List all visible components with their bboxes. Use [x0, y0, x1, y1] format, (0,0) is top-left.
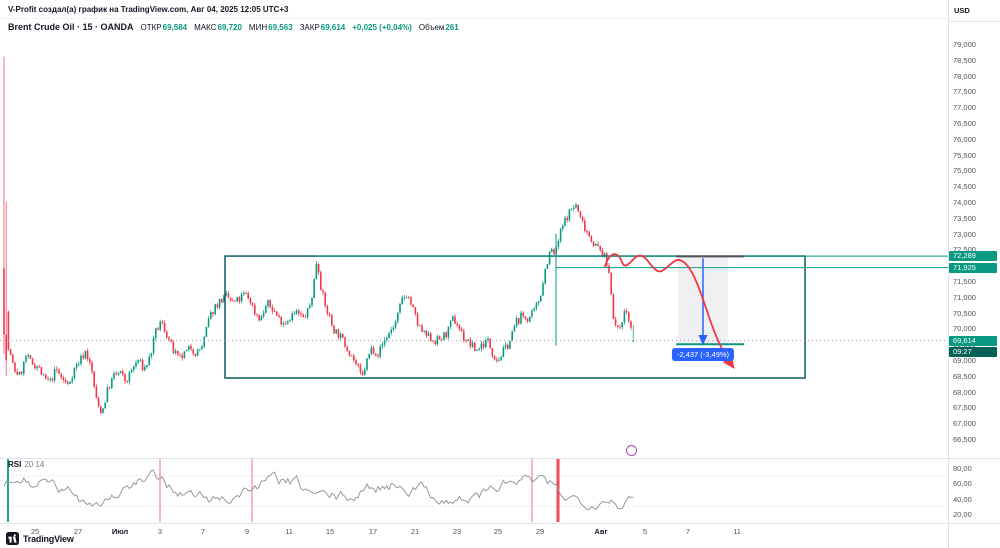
time-tick: 27 — [73, 527, 83, 536]
time-tick: 11 — [733, 527, 741, 536]
tradingview-logomark — [6, 532, 19, 545]
candlestick-series — [3, 56, 634, 415]
price-label-level-1: 72,289 — [949, 251, 997, 262]
time-tick: 9 — [244, 527, 250, 536]
axis-top-separator — [948, 21, 1000, 22]
time-tick: 5 — [642, 527, 648, 536]
price-tick: 75,000 — [953, 166, 976, 176]
ohlc-high: МАКС 69,720 — [194, 22, 242, 32]
time-tick: 17 — [368, 527, 378, 536]
price-tick: 68,500 — [953, 371, 976, 381]
volume-field: Объем 261 — [419, 23, 459, 32]
current-price-label: 69,614 — [949, 335, 997, 346]
attribution-bar: V-Profit создал(а) график на TradingView… — [0, 0, 948, 19]
attribution-text: V-Profit создал(а) график на TradingView… — [8, 4, 289, 14]
ohlc-open: ОТКР 69,584 — [140, 22, 188, 32]
currency-label[interactable]: USD — [954, 6, 970, 15]
price-tick: 69,000 — [953, 356, 976, 365]
chart-drawings[interactable] — [0, 233, 948, 379]
time-tick: 7 — [200, 527, 206, 536]
ohlc-low: МИН 69,563 — [248, 22, 293, 32]
volume-label: Объем — [418, 22, 445, 32]
idea-marker[interactable] — [626, 445, 637, 456]
price-label-level-2: 71,925 — [949, 262, 997, 273]
price-tick: 71,000 — [953, 292, 976, 302]
price-range-measure-label[interactable]: -2,437 (-3,49%) — [671, 348, 735, 362]
time-tick: Июл — [111, 527, 129, 536]
time-tick: 7 — [685, 527, 691, 536]
tradingview-logo[interactable]: TradingView — [6, 532, 74, 545]
time-tick: 25 — [30, 527, 40, 536]
time-tick: 15 — [325, 527, 335, 536]
pane-separator[interactable] — [0, 458, 1000, 459]
price-tick: 70,500 — [953, 308, 976, 318]
price-tick: 73,000 — [953, 229, 976, 239]
price-tick: 76,000 — [953, 134, 976, 144]
time-tick: 21 — [410, 527, 420, 536]
rsi-tick: 20,00 — [953, 510, 972, 519]
price-tick: 67,000 — [953, 419, 976, 429]
price-tick: 72,500 — [953, 245, 976, 255]
time-tick: 11 — [285, 527, 293, 536]
rsi-tick: 80,00 — [953, 464, 972, 473]
price-axis-border — [948, 0, 949, 548]
price-tick: 74,000 — [953, 198, 976, 207]
ohlc-close: ЗАКР 69,614 — [299, 22, 346, 32]
price-tick: 75,500 — [953, 150, 976, 160]
rsi-indicator-title[interactable]: RSI 20 14 — [8, 460, 44, 469]
rsi-tick: 60,00 — [953, 479, 972, 489]
price-tick: 74,500 — [953, 182, 976, 192]
price-tick: 79,000 — [953, 40, 976, 49]
volume-value: 261 — [445, 22, 459, 32]
rsi-params: 20 14 — [24, 460, 45, 469]
time-tick: Авг — [594, 527, 608, 536]
change-value: +0,025 (+0,04%) — [352, 22, 412, 32]
price-tick: 76,500 — [953, 119, 976, 128]
time-axis-separator — [0, 523, 1000, 524]
tradingview-logo-text: TradingView — [23, 533, 74, 544]
price-tick: 78,500 — [953, 55, 976, 65]
price-tick: 70,000 — [953, 324, 976, 334]
rsi-tick: 40,00 — [953, 494, 972, 504]
price-tick: 78,000 — [953, 71, 976, 81]
price-tick: 73,500 — [953, 213, 976, 223]
time-tick: 29 — [535, 527, 545, 536]
time-tick: 23 — [452, 527, 462, 536]
bar-countdown-label: 09:27 — [949, 346, 997, 357]
symbol-header: Brent Crude Oil · 15 · OANDA ОТКР 69,584 … — [8, 21, 459, 33]
price-tick: 71,500 — [953, 277, 976, 286]
price-tick: 67,500 — [953, 403, 976, 413]
time-tick: 25 — [493, 527, 503, 536]
price-tick: 68,000 — [953, 387, 976, 397]
price-tick: 77,500 — [953, 87, 976, 97]
rsi-series — [0, 459, 948, 522]
price-tick: 77,000 — [953, 103, 976, 113]
symbol-title[interactable]: Brent Crude Oil · 15 · OANDA — [8, 22, 134, 32]
time-tick: 3 — [157, 527, 163, 536]
price-tick: 66,500 — [953, 435, 976, 444]
rsi-label: RSI — [8, 460, 22, 469]
